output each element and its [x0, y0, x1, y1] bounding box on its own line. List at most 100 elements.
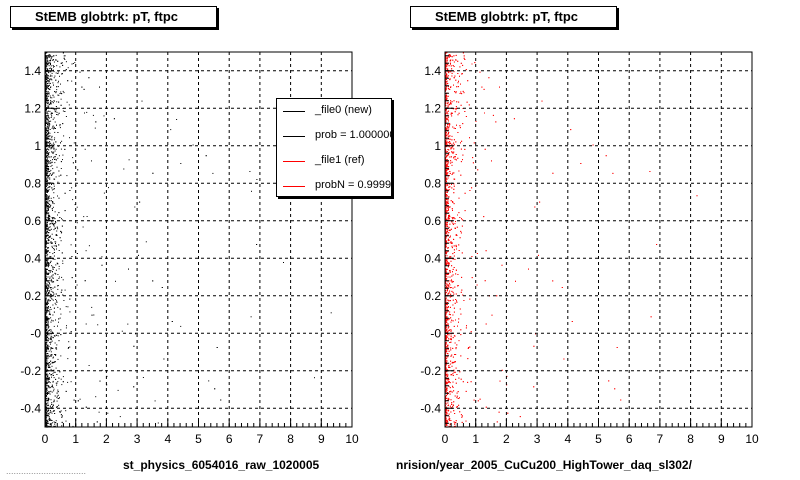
data-point — [56, 248, 57, 250]
data-point — [64, 111, 66, 112]
data-point — [216, 347, 218, 348]
data-point — [47, 247, 49, 249]
data-point — [47, 393, 48, 395]
data-point — [45, 406, 47, 408]
data-point — [45, 316, 47, 318]
data-point — [50, 343, 51, 345]
data-point — [45, 132, 47, 133]
data-point — [79, 398, 81, 400]
data-point — [59, 411, 61, 413]
data-point — [48, 385, 50, 387]
data-point — [55, 264, 57, 266]
data-point — [51, 277, 53, 279]
data-point — [127, 323, 129, 325]
data-point — [47, 266, 49, 268]
data-point — [45, 154, 47, 156]
x-tick-label: 9 — [318, 432, 325, 446]
x-tick-label: 4 — [164, 432, 171, 446]
data-point — [56, 392, 58, 394]
data-point — [50, 117, 52, 118]
data-point — [49, 223, 51, 225]
data-point — [56, 226, 58, 228]
data-point — [46, 321, 48, 323]
data-point — [62, 159, 63, 161]
data-point — [56, 348, 58, 350]
data-point — [55, 367, 57, 369]
data-point — [51, 245, 53, 247]
data-point — [57, 358, 59, 360]
data-point — [50, 102, 52, 104]
data-point — [46, 196, 48, 198]
data-point — [49, 103, 51, 105]
data-point — [51, 403, 52, 405]
data-point — [51, 135, 53, 137]
data-point — [48, 214, 50, 216]
data-point — [47, 380, 49, 382]
data-point — [65, 420, 67, 422]
data-point — [46, 172, 48, 174]
data-point — [48, 338, 50, 340]
data-point — [46, 139, 48, 141]
data-point — [69, 346, 71, 348]
data-point — [76, 253, 78, 254]
data-point — [72, 63, 74, 64]
data-point — [45, 292, 47, 293]
data-point — [46, 117, 48, 119]
data-point — [45, 410, 47, 412]
data-point — [82, 226, 84, 228]
data-point — [65, 116, 67, 117]
data-point — [45, 365, 47, 367]
data-point — [47, 240, 49, 242]
data-point — [52, 102, 54, 104]
data-point — [46, 112, 48, 114]
data-point — [45, 324, 47, 326]
data-point — [52, 291, 54, 293]
data-point — [45, 403, 47, 405]
data-point — [70, 331, 72, 333]
data-point — [50, 63, 51, 65]
data-point — [171, 321, 173, 322]
data-point — [46, 412, 48, 414]
data-point — [47, 104, 49, 106]
data-point — [45, 276, 47, 278]
data-point — [84, 280, 86, 282]
data-point — [50, 55, 52, 57]
data-point — [46, 204, 47, 206]
data-point — [49, 290, 51, 292]
data-point — [46, 136, 48, 138]
data-point — [46, 346, 48, 348]
data-point — [45, 286, 47, 287]
data-point — [45, 231, 47, 233]
data-point — [47, 135, 49, 137]
data-point — [46, 328, 48, 330]
data-point — [47, 166, 49, 167]
data-point — [46, 411, 47, 413]
data-point — [50, 329, 52, 331]
data-point — [45, 86, 47, 88]
data-point — [52, 218, 54, 220]
data-point — [49, 177, 51, 179]
data-point — [52, 385, 53, 387]
data-point — [51, 347, 52, 349]
data-point — [47, 168, 49, 170]
data-point — [49, 256, 51, 258]
data-point — [47, 344, 49, 346]
data-point — [47, 281, 49, 283]
data-point — [48, 110, 49, 112]
data-point — [65, 390, 67, 392]
data-point — [45, 211, 47, 212]
data-point — [52, 357, 54, 359]
data-point — [49, 424, 51, 425]
data-point — [46, 165, 48, 167]
data-point — [46, 336, 48, 338]
data-point — [45, 97, 47, 99]
data-point — [51, 69, 52, 71]
data-point — [45, 147, 47, 149]
data-point — [46, 409, 48, 411]
data-point — [50, 165, 52, 167]
x-tick-label: 5 — [195, 432, 202, 446]
data-point — [52, 356, 54, 358]
data-point — [103, 192, 105, 194]
data-point — [46, 397, 47, 399]
y-tick-label: -0.2 — [20, 364, 41, 378]
